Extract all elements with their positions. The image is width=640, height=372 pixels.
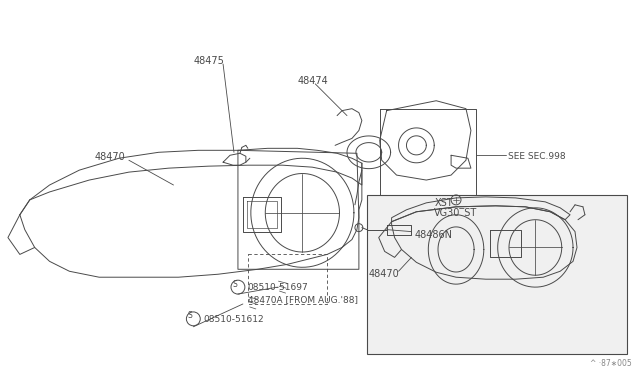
Text: S: S <box>188 311 193 320</box>
Text: VG30‾ST: VG30‾ST <box>434 208 477 218</box>
Text: 48470: 48470 <box>94 152 125 162</box>
Text: 48475: 48475 <box>193 56 224 66</box>
Text: 08510-51612: 08510-51612 <box>204 315 264 324</box>
Text: 48470A [FROM AUG.'88]: 48470A [FROM AUG.'88] <box>248 295 358 304</box>
Text: S: S <box>232 280 237 289</box>
Text: ^ ·87∗005: ^ ·87∗005 <box>590 359 632 368</box>
Text: XST: XST <box>434 198 453 208</box>
Bar <box>367 195 627 353</box>
Text: 48474: 48474 <box>298 76 328 86</box>
Text: 48486N: 48486N <box>415 230 452 240</box>
Text: 48470: 48470 <box>369 269 399 279</box>
Text: 08510-51697: 08510-51697 <box>248 283 308 292</box>
Text: SEE SEC.998: SEE SEC.998 <box>508 152 565 161</box>
